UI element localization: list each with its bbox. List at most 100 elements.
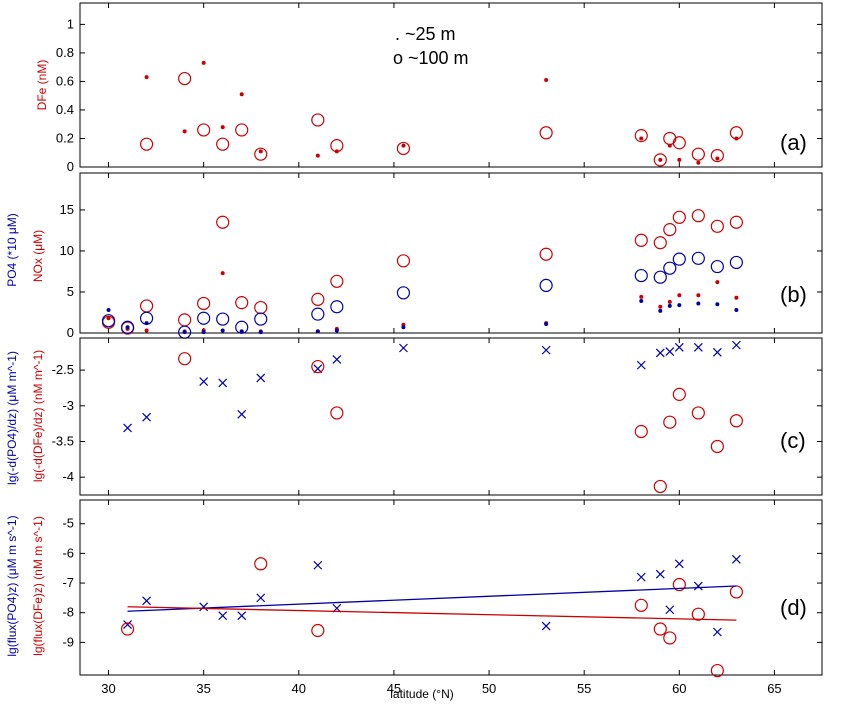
panel-a-ylabel: DFe (nM) <box>35 60 49 111</box>
panel-d-series-1-point-6 <box>672 577 686 592</box>
panel-b-series-0-point-0 <box>106 316 111 321</box>
xtick-label-0: 30 <box>101 681 115 696</box>
panel-a-series-1-point-13 <box>672 136 686 150</box>
panel-b-series-0-point-17 <box>715 280 720 285</box>
panel-b-series-0-point-2 <box>144 328 149 333</box>
panel-b-series-1-point-15 <box>672 210 686 224</box>
panel-a-series-0-point-13 <box>677 157 682 162</box>
panel-c-marks <box>123 340 743 494</box>
panel-b-series-3-point-8 <box>311 307 325 321</box>
panel-a-series-0-point-11 <box>658 157 663 162</box>
panel-b-frame <box>79 172 823 334</box>
panel-b-series-3-point-9 <box>330 300 344 314</box>
panel-c-series-0-point-15 <box>712 347 722 357</box>
panel-c-series-0-point-7 <box>332 354 342 364</box>
panel-b-series-2-point-3 <box>182 330 187 335</box>
panel-c-series-0-point-10 <box>636 360 646 370</box>
panel-b-series-1-point-11 <box>539 247 553 261</box>
panel-b-marks <box>101 209 743 339</box>
legend-shallow: . ~25 m <box>395 24 456 44</box>
panel-b-series-3-point-14 <box>663 261 677 275</box>
panel-b-series-0-point-5 <box>220 271 225 276</box>
panel-a-series-1-point-2 <box>197 123 211 137</box>
panel-d: -9 -8 -7 -6 -5 30 35 40 45 50 55 60 65 (d) lg(flux(… <box>5 499 823 701</box>
panel-a-series-1-point-9 <box>539 126 553 140</box>
panel-d-marks <box>120 554 743 678</box>
panel-c-series-0-point-8 <box>399 343 408 353</box>
panel-b-series-3-point-1 <box>120 320 135 334</box>
panel-b-series-2-point-18 <box>734 308 739 313</box>
panel-d-series-1-point-4 <box>653 622 667 636</box>
panel-a-series-0-point-9 <box>544 78 549 83</box>
panel-b-series-3-point-2 <box>139 311 154 325</box>
panel-b-series-2-point-9 <box>334 328 339 333</box>
panel-b-series-3-point-7 <box>254 312 268 326</box>
panel-a-marks <box>139 60 743 167</box>
panel-a-label: (a) <box>780 130 807 155</box>
panel-a-series-1-point-1 <box>178 71 192 86</box>
panel-c: -4 -3.5 -3 -2.5 (c) lg(-d(PO4)/dz) (μM m^-1… <box>5 337 823 496</box>
panel-b-series-1-point-6 <box>235 296 249 310</box>
panel-c-ylabel-red: lg(-d(DFe)/dz) (nM m^-1) <box>31 350 45 482</box>
panel-d-series-0-point-14 <box>712 627 722 637</box>
panel-b-ylabel-blue: PO4 (*10 μM) <box>5 213 19 287</box>
panel-c-series-1-point-5 <box>663 415 677 429</box>
panel-c-series-0-point-14 <box>693 342 703 352</box>
panel-d-series-0-point-11 <box>665 605 675 615</box>
panel-c-y-ticks: -4 -3.5 -3 -2.5 <box>52 338 822 495</box>
panel-b-series-1-point-4 <box>197 296 211 311</box>
panel-a-ytick-label-2: 0.4 <box>56 102 74 117</box>
panel-d-series-0-point-8 <box>541 621 551 631</box>
panel-c-ytick-label-2: -3 <box>62 398 74 413</box>
panel-c-series-0-point-9 <box>541 345 551 355</box>
panel-a-series-1-point-3 <box>216 137 230 151</box>
panel-d-y-ticks: -9 -8 -7 -6 -5 <box>62 500 822 675</box>
panel-d-fit-line-1 <box>127 606 737 621</box>
panel-a-series-0-point-14 <box>696 160 701 165</box>
panel-d-series-1-point-8 <box>710 663 724 678</box>
panel-d-series-1-point-0 <box>120 622 135 636</box>
panel-c-series-0-point-3 <box>218 378 228 388</box>
panel-a-series-0-point-1 <box>182 129 187 134</box>
xtick-label-4: 50 <box>482 681 496 696</box>
panel-a-series-1-point-6 <box>311 113 325 127</box>
panel-b-series-1-point-5 <box>216 215 230 229</box>
panel-a-series-0-point-15 <box>715 156 720 161</box>
panel-c-series-0-point-0 <box>123 423 132 433</box>
panel-c-frame <box>79 337 823 496</box>
panel-b-series-1-point-18 <box>729 215 743 229</box>
panel-b-series-2-point-14 <box>667 303 672 308</box>
panel-d-series-0-point-5 <box>256 593 266 603</box>
panel-b-series-3-point-4 <box>197 311 211 325</box>
panel-c-label: (c) <box>780 428 806 453</box>
panel-a-ytick-label-1: 0.2 <box>56 130 74 145</box>
panel-c-series-0-point-13 <box>674 342 684 352</box>
panel-d-frame <box>79 499 823 676</box>
x-axis-label: latitude (°N) <box>390 687 454 701</box>
panel-b-series-0-point-18 <box>734 295 739 300</box>
panel-b-series-2-point-10 <box>401 325 406 330</box>
panel-b-series-3-point-6 <box>235 320 249 334</box>
panel-d-ytick-label-1: -8 <box>62 605 74 620</box>
panel-a-series-1-point-10 <box>634 129 648 143</box>
panel-a-series-1-point-7 <box>330 139 344 153</box>
panel-c-series-0-point-1 <box>142 412 152 422</box>
panel-b-series-1-point-13 <box>653 236 667 250</box>
panel-b-series-2-point-1 <box>125 325 130 330</box>
panel-c-series-1-point-4 <box>653 479 667 494</box>
xtick-label-3: 45 <box>387 681 401 696</box>
panel-b-ytick-label-2: 10 <box>60 243 74 258</box>
panel-b-series-3-point-13 <box>653 270 667 284</box>
panel-d-series-0-point-1 <box>142 596 152 606</box>
panel-d-series-0-point-2 <box>199 602 209 612</box>
panel-d-ytick-label-0: -9 <box>62 634 74 649</box>
panel-d-series-0-point-4 <box>237 611 247 621</box>
panel-a-ytick-label-0: 0 <box>67 159 74 174</box>
panel-a-ytick-label-3: 0.6 <box>56 73 74 88</box>
panel-a-series-1-point-11 <box>653 153 667 167</box>
panel-c-series-0-point-11 <box>655 348 665 358</box>
panel-a-ytick-label-4: 0.8 <box>56 45 74 60</box>
panel-a-series-1-point-8 <box>396 141 411 156</box>
panel-d-series-0-point-6 <box>313 560 323 570</box>
xtick-label-1: 35 <box>196 681 210 696</box>
